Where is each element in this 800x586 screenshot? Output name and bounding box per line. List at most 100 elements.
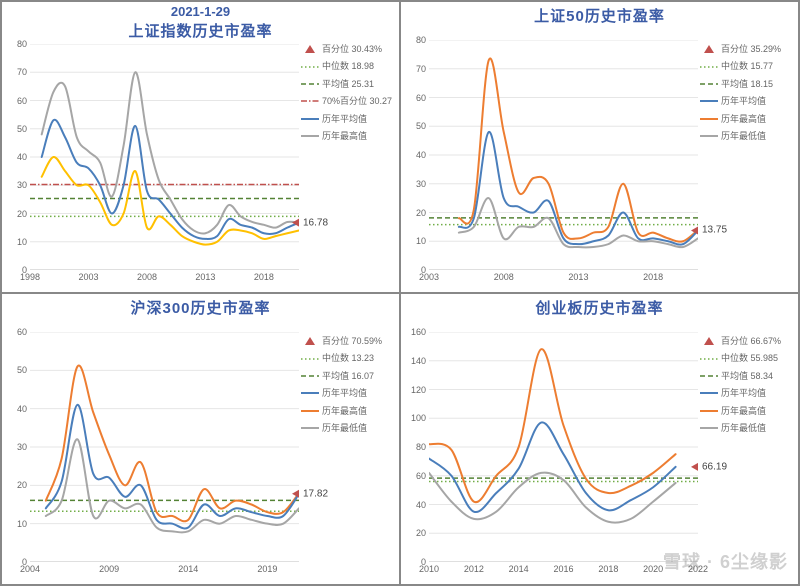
legend-label: 中位数 55.985	[721, 351, 778, 365]
y-tick-label: 160	[411, 327, 426, 337]
legend-item: 历年最高值	[700, 112, 794, 126]
legend-label: 历年平均值	[322, 112, 367, 126]
y-tick-label: 40	[416, 500, 426, 510]
y-tick-label: 50	[17, 365, 27, 375]
x-tick-label: 2019	[257, 564, 277, 574]
legend-swatch	[700, 371, 718, 381]
legend-label: 平均值 16.07	[322, 369, 374, 383]
legend-label: 平均值 25.31	[322, 77, 374, 91]
x-tick-label: 2022	[688, 564, 708, 574]
legend-item: 中位数 15.77	[700, 59, 794, 73]
legend-item: 百分位 70.59%	[301, 334, 395, 348]
y-tick-label: 120	[411, 385, 426, 395]
legend: 百分位 70.59% 中位数 13.23 平均值 16.07 历年平均值历年最高值历年…	[301, 334, 395, 438]
legend-swatch	[301, 388, 319, 398]
legend-label: 中位数 18.98	[322, 59, 374, 73]
y-tick-label: 30	[17, 442, 27, 452]
legend-item: 平均值 58.34	[700, 369, 794, 383]
legend-item: 历年最高值	[301, 129, 395, 143]
legend-label: 历年最高值	[721, 112, 766, 126]
legend-label: 历年最低值	[721, 421, 766, 435]
x-tick-label: 2009	[99, 564, 119, 574]
legend-item: 历年平均值	[700, 386, 794, 400]
legend-item: 历年平均值	[700, 94, 794, 108]
x-tick-label: 2003	[78, 272, 98, 282]
chart-panel: 沪深300历史市盈率 010203040506020042009201420191…	[1, 293, 400, 585]
plot-area: 01020304050607080200320082013201813.75	[429, 40, 698, 270]
legend-swatch	[301, 131, 319, 141]
y-tick-label: 60	[416, 471, 426, 481]
legend-item: 历年平均值	[301, 386, 395, 400]
y-tick-label: 30	[17, 180, 27, 190]
legend-item: 70%百分位 30.27	[301, 94, 395, 108]
y-tick-label: 10	[17, 519, 27, 529]
y-tick-label: 50	[416, 121, 426, 131]
y-tick-label: 20	[416, 528, 426, 538]
legend-swatch	[301, 96, 319, 106]
legend-item: 历年最高值	[700, 404, 794, 418]
legend-label: 中位数 15.77	[721, 59, 773, 73]
legend-label: 70%百分位 30.27	[322, 94, 392, 108]
legend-swatch	[301, 423, 319, 433]
x-tick-label: 2013	[568, 272, 588, 282]
x-tick-label: 2018	[598, 564, 618, 574]
y-tick-label: 60	[416, 93, 426, 103]
plot-area: 0102030405060200420092014201917.82	[30, 332, 299, 562]
y-tick-label: 20	[17, 209, 27, 219]
legend: 百分位 66.67% 中位数 55.985 平均值 58.34 历年平均值历年最高值历…	[700, 334, 794, 438]
legend-label: 中位数 13.23	[322, 351, 374, 365]
legend: 百分位 30.43% 中位数 18.98 平均值 25.31 70%百分位 30.27…	[301, 42, 395, 146]
y-tick-label: 20	[416, 208, 426, 218]
x-tick-label: 2018	[643, 272, 663, 282]
end-value-label: 17.82	[303, 488, 328, 499]
legend-swatch	[700, 336, 718, 346]
chart-title: 沪深300历史市盈率	[2, 297, 399, 318]
legend-label: 历年最高值	[322, 404, 367, 418]
x-tick-label: 2016	[553, 564, 573, 574]
chart-title: 创业板历史市盈率	[401, 297, 798, 318]
chart-panel: 2021-1-29上证指数历史市盈率0102030405060708019982…	[1, 1, 400, 293]
x-tick-label: 2018	[254, 272, 274, 282]
legend-label: 百分位 30.43%	[322, 42, 382, 56]
legend-item: 百分位 66.67%	[700, 334, 794, 348]
y-tick-label: 20	[17, 480, 27, 490]
legend-swatch	[301, 406, 319, 416]
chart-title: 上证50历史市盈率	[401, 5, 798, 26]
legend-item: 历年最低值	[700, 421, 794, 435]
legend-label: 平均值 18.15	[721, 77, 773, 91]
legend-swatch	[301, 114, 319, 124]
legend-item: 平均值 18.15	[700, 77, 794, 91]
legend-label: 百分位 66.67%	[721, 334, 781, 348]
legend-item: 平均值 25.31	[301, 77, 395, 91]
y-tick-label: 70	[416, 64, 426, 74]
legend-item: 中位数 13.23	[301, 351, 395, 365]
legend-item: 历年最低值	[301, 421, 395, 435]
legend-swatch	[301, 62, 319, 72]
y-tick-label: 80	[416, 442, 426, 452]
legend-swatch	[301, 354, 319, 364]
x-tick-label: 2008	[137, 272, 157, 282]
y-tick-label: 100	[411, 413, 426, 423]
y-tick-label: 10	[17, 237, 27, 247]
legend-swatch	[700, 96, 718, 106]
chart-panel: 创业板历史市盈率 02040608010012014016020102012201…	[400, 293, 799, 585]
plot-area: 0204060801001201401602010201220142016201…	[429, 332, 698, 562]
y-tick-label: 40	[17, 152, 27, 162]
end-value-label: 13.75	[702, 225, 727, 236]
legend-label: 历年最高值	[322, 129, 367, 143]
y-tick-label: 60	[17, 327, 27, 337]
x-tick-label: 2013	[195, 272, 215, 282]
legend-item: 中位数 18.98	[301, 59, 395, 73]
legend: 百分位 35.29% 中位数 15.77 平均值 18.15 历年平均值历年最高值历年…	[700, 42, 794, 146]
legend-swatch	[700, 79, 718, 89]
legend-label: 百分位 35.29%	[721, 42, 781, 56]
legend-item: 历年最低值	[700, 129, 794, 143]
end-value-label: 66.19	[702, 461, 727, 472]
chart-grid: 2021-1-29上证指数历史市盈率0102030405060708019982…	[0, 0, 800, 586]
legend-swatch	[700, 406, 718, 416]
x-tick-label: 2004	[20, 564, 40, 574]
legend-swatch	[700, 62, 718, 72]
end-value-label: 16.78	[303, 217, 328, 228]
y-tick-label: 40	[17, 404, 27, 414]
y-tick-label: 80	[416, 35, 426, 45]
